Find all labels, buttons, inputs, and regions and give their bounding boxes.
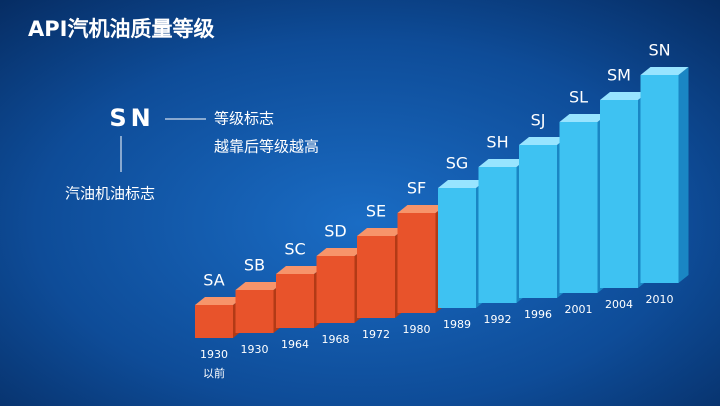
- grade-label: SM: [607, 66, 631, 85]
- grade-label: SH: [486, 133, 508, 152]
- year-label: 1964: [281, 338, 309, 351]
- bar-top: [397, 205, 446, 213]
- bar-top: [276, 266, 324, 274]
- year-note: 以前: [203, 366, 225, 380]
- bar-front: [640, 75, 679, 283]
- bar-front: [195, 305, 233, 338]
- bar-top: [640, 67, 689, 75]
- bar-front: [357, 236, 395, 318]
- grade-label: SJ: [531, 111, 546, 130]
- year-label: 1930: [200, 348, 228, 361]
- bar-front: [478, 167, 517, 303]
- bar-front: [559, 122, 598, 293]
- bar-front: [397, 213, 436, 313]
- bar-front: [235, 290, 274, 333]
- grade-label: SB: [244, 256, 265, 275]
- bar-top: [438, 180, 486, 188]
- legend-symbol: SN: [109, 104, 154, 132]
- bar-front: [276, 274, 314, 328]
- year-label: 1992: [484, 313, 512, 326]
- legend-note: 越靠后等级越高: [214, 138, 319, 156]
- bar-top: [600, 92, 648, 100]
- bar-top: [478, 159, 527, 167]
- title: API汽机油质量等级: [28, 17, 214, 41]
- bar-top: [235, 282, 284, 290]
- bar-top: [195, 297, 243, 305]
- grade-label: SC: [284, 240, 305, 259]
- grade-label: SG: [446, 154, 469, 173]
- bar-front: [438, 188, 476, 308]
- grade-label: SA: [203, 271, 224, 290]
- bar-top: [316, 248, 365, 256]
- grade-label: SN: [648, 41, 670, 60]
- year-label: 1980: [403, 323, 431, 336]
- bar-top: [357, 228, 405, 236]
- bar-top: [519, 137, 567, 145]
- year-label: 2010: [646, 293, 674, 306]
- year-label: 2001: [565, 303, 593, 316]
- bar-front: [519, 145, 557, 298]
- bar-front: [600, 100, 638, 288]
- year-label: 1989: [443, 318, 471, 331]
- grade-label: SD: [324, 222, 346, 241]
- year-label: 1972: [362, 328, 390, 341]
- grade-label: SF: [407, 179, 426, 198]
- bars: SA 1930 以前 SB 1930 SC 1964 SD 1968 SE 1972 SF 1980 SG…: [195, 41, 689, 380]
- year-label: 1996: [524, 308, 552, 321]
- bar-side: [678, 67, 689, 283]
- year-label: 1930: [241, 343, 269, 356]
- legend-note: 汽油机油标志: [65, 185, 155, 203]
- bar-top: [559, 114, 608, 122]
- year-label: 1968: [322, 333, 350, 346]
- year-label: 2004: [605, 298, 633, 311]
- legend-note: 等级标志: [214, 110, 274, 128]
- bar-front: [316, 256, 355, 323]
- grade-label: SL: [569, 88, 588, 107]
- grade-label: SE: [366, 202, 386, 221]
